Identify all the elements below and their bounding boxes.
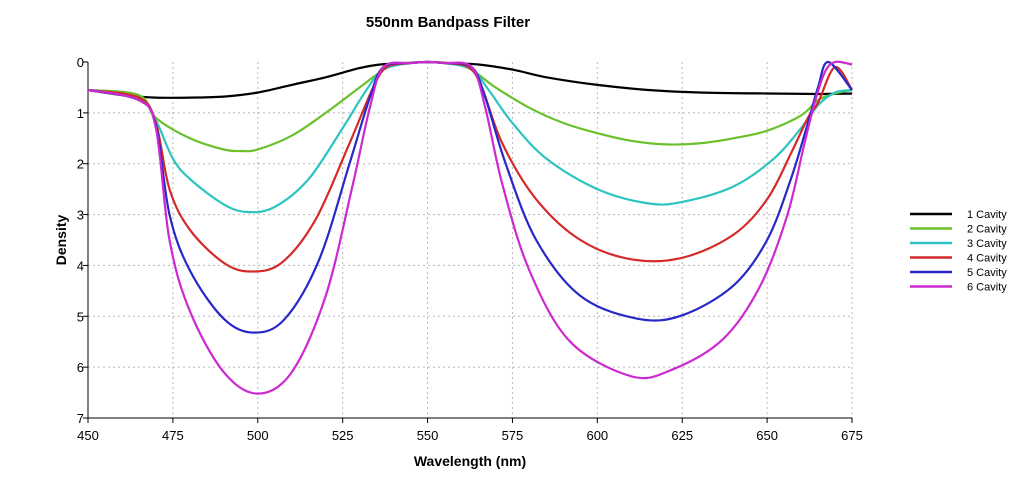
legend-entry: 3 Cavity <box>967 238 1007 250</box>
x-tick-label: 575 <box>502 428 524 443</box>
x-tick-label: 675 <box>841 428 863 443</box>
x-tick-label: 550 <box>417 428 439 443</box>
x-tick-label: 525 <box>332 428 354 443</box>
y-tick-label: 0 <box>77 55 84 70</box>
x-axis-label: Wavelength (nm) <box>414 453 526 469</box>
x-tick-label: 475 <box>162 428 184 443</box>
y-tick-label: 7 <box>77 411 84 426</box>
legend-entry: 4 Cavity <box>967 253 1007 265</box>
x-tick-label: 500 <box>247 428 269 443</box>
y-tick-label: 1 <box>77 106 84 121</box>
y-axis-label: Density <box>53 215 69 266</box>
y-tick-label: 5 <box>77 309 84 324</box>
legend-entry: 5 Cavity <box>967 267 1007 279</box>
y-tick-label: 3 <box>77 208 84 223</box>
legend: 1 Cavity 2 Cavity 3 Cavity 4 Cavity 5 Cavity… <box>910 209 1007 294</box>
y-tick-label: 6 <box>77 360 84 375</box>
y-tick-label: 2 <box>77 157 84 172</box>
axes <box>83 61 853 423</box>
x-tick-label: 600 <box>586 428 608 443</box>
y-tick-label: 4 <box>77 258 84 273</box>
series-line-2 <box>87 60 853 153</box>
plot-area <box>87 60 853 395</box>
x-tick-label: 450 <box>77 428 99 443</box>
legend-entry: 2 Cavity <box>967 224 1007 236</box>
legend-entry: 6 Cavity <box>967 282 1007 294</box>
chart-title: 550nm Bandpass Filter <box>366 14 530 31</box>
series-line-5 <box>87 60 853 334</box>
tick-labels: 450 475 500 525 550 575 600 625 650 675 0 1 2 3 4 5 6 7 <box>77 55 863 443</box>
legend-entry: 1 Cavity <box>967 209 1007 221</box>
series-line-6 <box>87 60 853 395</box>
x-tick-label: 625 <box>671 428 693 443</box>
grid <box>88 62 853 418</box>
x-tick-label: 650 <box>756 428 778 443</box>
